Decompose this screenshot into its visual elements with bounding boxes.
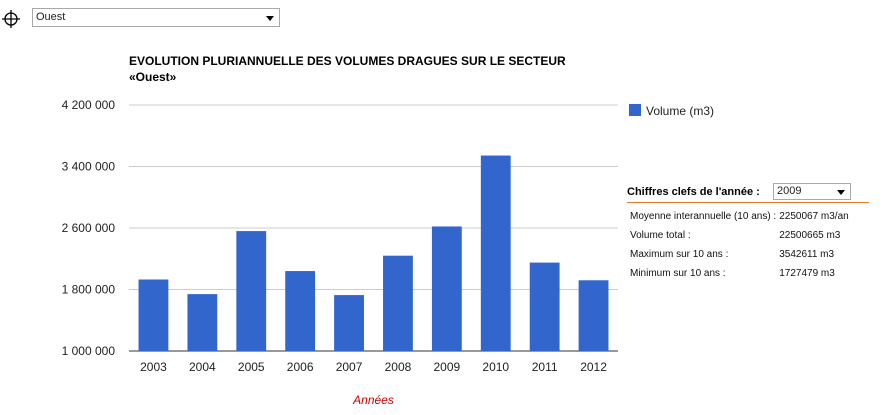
x-axis-label: Années <box>352 393 394 407</box>
bar <box>138 279 169 351</box>
y-tick-label: 2 600 000 <box>62 221 116 235</box>
bar <box>334 295 364 351</box>
x-tick-label: 2004 <box>189 360 216 374</box>
bar <box>529 262 560 351</box>
x-tick-label: 2006 <box>287 360 314 374</box>
bar <box>285 271 316 351</box>
crosshair-icon[interactable] <box>2 10 20 28</box>
key-figures-label: Chiffres clefs de l'année : <box>627 186 760 198</box>
x-tick-label: 2010 <box>482 360 509 374</box>
key-figure-value: 3542611 m3 <box>779 249 835 260</box>
key-figure-value: 22500665 m3 <box>779 230 841 241</box>
bar <box>383 255 413 351</box>
key-figure-label: Moyenne interannuelle (10 ans) : <box>630 211 777 222</box>
bar <box>236 231 267 351</box>
key-figures-table: Moyenne interannuelle (10 ans) : 2250067… <box>630 207 849 283</box>
key-figures-row: Volume total : 22500665 m3 <box>630 226 849 245</box>
bar <box>431 226 462 351</box>
chart-title: EVOLUTION PLURIANNUELLE DES VOLUMES DRAG… <box>129 53 566 85</box>
key-figure-label: Volume total : <box>630 230 691 241</box>
x-tick-label: 2005 <box>238 360 265 374</box>
x-tick-label: 2007 <box>336 360 363 374</box>
sector-select[interactable]: Ouest <box>32 8 280 27</box>
x-tick-label: 2011 <box>532 360 558 374</box>
y-tick-label: 1 000 000 <box>62 344 116 358</box>
x-tick-label: 2008 <box>385 360 412 374</box>
y-tick-label: 3 400 000 <box>62 160 116 174</box>
key-figure-value: 2250067 m3/an <box>779 211 849 222</box>
chart-legend: Volume (m3) <box>629 104 714 118</box>
chevron-down-icon <box>837 190 845 195</box>
key-figures-header: Chiffres clefs de l'année : 2009 <box>627 182 869 203</box>
bar <box>480 155 511 351</box>
key-figure-label: Maximum sur 10 ans : <box>630 249 729 260</box>
y-tick-label: 4 200 000 <box>62 98 116 112</box>
x-tick-label: 2009 <box>433 360 460 374</box>
x-tick-label: 2012 <box>580 360 607 374</box>
sector-select-value: Ouest <box>36 11 66 23</box>
y-tick-label: 1 800 000 <box>62 283 116 297</box>
legend-swatch <box>629 104 641 116</box>
bar <box>187 294 218 351</box>
chevron-down-icon <box>266 16 274 21</box>
year-select[interactable]: 2009 <box>773 183 851 200</box>
key-figures-row: Moyenne interannuelle (10 ans) : 2250067… <box>630 207 849 226</box>
legend-label: Volume (m3) <box>646 104 715 118</box>
bar <box>578 280 609 351</box>
chart-title-line1: EVOLUTION PLURIANNUELLE DES VOLUMES DRAG… <box>129 54 566 68</box>
x-tick-label: 2003 <box>140 360 167 374</box>
key-figure-value: 1727479 m3 <box>779 268 835 279</box>
year-select-value: 2009 <box>777 185 802 197</box>
bar-chart: 1 000 000 1 800 000 2 600 000 3 400 000 4 20… <box>62 98 618 407</box>
key-figures-row: Minimum sur 10 ans : 1727479 m3 <box>630 264 849 283</box>
key-figures-row: Maximum sur 10 ans : 3542611 m3 <box>630 245 849 264</box>
chart-title-line2: «Ouest» <box>129 70 177 84</box>
key-figure-label: Minimum sur 10 ans : <box>630 268 726 279</box>
